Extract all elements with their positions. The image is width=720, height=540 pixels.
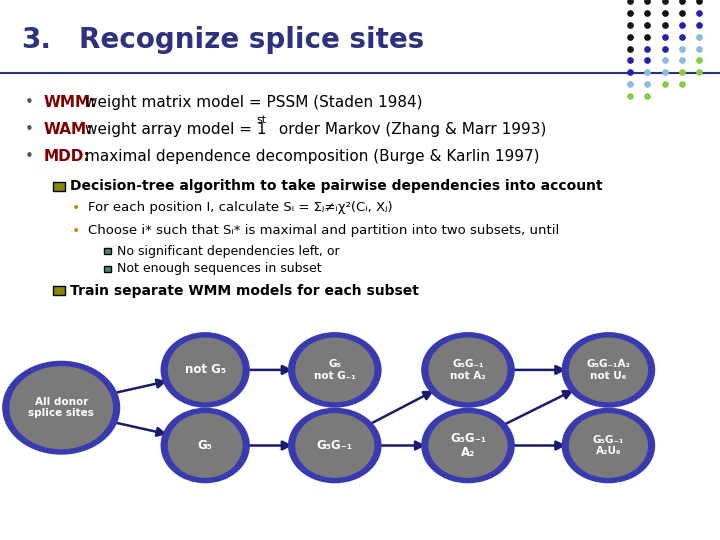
Ellipse shape (421, 408, 515, 483)
Text: Recognize splice sites: Recognize splice sites (79, 26, 425, 55)
Text: G₅G₋₁
A₂: G₅G₋₁ A₂ (450, 431, 486, 460)
FancyBboxPatch shape (53, 286, 65, 295)
Ellipse shape (421, 332, 515, 408)
Text: All donor
splice sites: All donor splice sites (28, 397, 94, 418)
Text: •: • (72, 224, 80, 238)
Ellipse shape (569, 338, 648, 402)
Text: Not enough sequences in subset: Not enough sequences in subset (117, 262, 321, 275)
Text: G₅G₋₁A₂
not U₆: G₅G₋₁A₂ not U₆ (586, 359, 631, 381)
Text: WAM:: WAM: (43, 122, 93, 137)
Text: G₅
not G₋₁: G₅ not G₋₁ (314, 359, 356, 381)
Text: st: st (256, 115, 266, 125)
Text: G₅: G₅ (198, 439, 212, 452)
Text: G₅G₋₁
not A₂: G₅G₋₁ not A₂ (450, 359, 486, 381)
Text: not G₅: not G₅ (185, 363, 225, 376)
Ellipse shape (168, 413, 243, 478)
Text: maximal dependence decomposition (Burge & Karlin 1997): maximal dependence decomposition (Burge … (85, 149, 539, 164)
FancyBboxPatch shape (104, 266, 111, 272)
Ellipse shape (288, 408, 382, 483)
Text: weight array model = 1: weight array model = 1 (85, 122, 266, 137)
Ellipse shape (161, 332, 250, 408)
Ellipse shape (295, 413, 374, 478)
Text: G₅G₋₁: G₅G₋₁ (317, 439, 353, 452)
Text: •: • (25, 95, 34, 110)
Ellipse shape (562, 332, 655, 408)
Text: No significant dependencies left, or: No significant dependencies left, or (117, 245, 339, 258)
Ellipse shape (9, 366, 113, 449)
FancyBboxPatch shape (53, 182, 65, 191)
Text: •: • (25, 149, 34, 164)
Ellipse shape (569, 413, 648, 478)
Text: order Markov (Zhang & Marr 1993): order Markov (Zhang & Marr 1993) (274, 122, 546, 137)
Text: G₅G₋₁
A₂U₆: G₅G₋₁ A₂U₆ (593, 435, 624, 456)
Ellipse shape (295, 338, 374, 402)
Ellipse shape (428, 413, 508, 478)
Ellipse shape (2, 361, 120, 455)
Text: WMM:: WMM: (43, 95, 96, 110)
Text: •: • (72, 201, 80, 215)
FancyBboxPatch shape (104, 248, 111, 254)
Ellipse shape (428, 338, 508, 402)
Text: Decision-tree algorithm to take pairwise dependencies into account: Decision-tree algorithm to take pairwise… (70, 179, 603, 193)
Ellipse shape (168, 338, 243, 402)
Text: Train separate WMM models for each subset: Train separate WMM models for each subse… (70, 284, 419, 298)
Text: •: • (25, 122, 34, 137)
Text: Choose i* such that Sᵢ* is maximal and partition into two subsets, until: Choose i* such that Sᵢ* is maximal and p… (88, 224, 559, 237)
Text: For each position I, calculate Sᵢ = Σⱼ≠ᵢχ²(Cᵢ, Xⱼ): For each position I, calculate Sᵢ = Σⱼ≠ᵢ… (88, 201, 392, 214)
Text: weight matrix model = PSSM (Staden 1984): weight matrix model = PSSM (Staden 1984) (85, 95, 423, 110)
Ellipse shape (288, 332, 382, 408)
Text: 3.: 3. (22, 26, 52, 55)
Ellipse shape (161, 408, 250, 483)
Ellipse shape (562, 408, 655, 483)
Text: MDD:: MDD: (43, 149, 90, 164)
